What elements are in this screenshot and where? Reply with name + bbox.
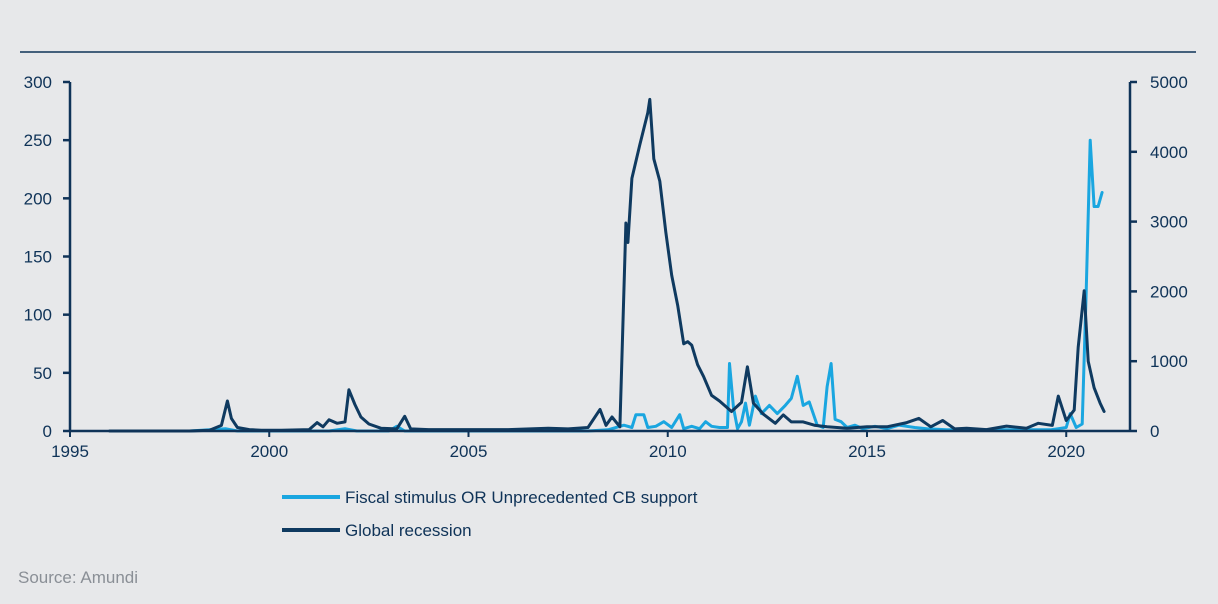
y-tick-label-right: 0 bbox=[1150, 422, 1159, 441]
series-line-recession bbox=[108, 97, 1106, 433]
legend-item-recession[interactable]: Global recession bbox=[282, 521, 472, 540]
x-tick-label: 2015 bbox=[848, 442, 886, 461]
y-tick-label-left: 300 bbox=[24, 73, 52, 92]
legend-label-fiscal: Fiscal stimulus OR Unprecedented CB supp… bbox=[345, 488, 698, 507]
y-tick-label-right: 1000 bbox=[1150, 352, 1188, 371]
legend: Fiscal stimulus OR Unprecedented CB supp… bbox=[282, 488, 698, 540]
source-note: Source: Amundi bbox=[18, 568, 138, 587]
y-tick-label-left: 150 bbox=[24, 248, 52, 267]
y-tick-label-right: 4000 bbox=[1150, 143, 1188, 162]
x-tick-label: 2020 bbox=[1047, 442, 1085, 461]
y-tick-label-right: 2000 bbox=[1150, 282, 1188, 301]
x-tick-label: 2010 bbox=[649, 442, 687, 461]
y-tick-label-left: 250 bbox=[24, 131, 52, 150]
series-layer bbox=[108, 97, 1106, 433]
axis-layer: 0501001502002503000100020003000400050001… bbox=[24, 73, 1188, 461]
x-tick-label: 2005 bbox=[450, 442, 488, 461]
x-tick-label: 2000 bbox=[250, 442, 288, 461]
y-tick-label-right: 5000 bbox=[1150, 73, 1188, 92]
y-tick-label-left: 200 bbox=[24, 189, 52, 208]
legend-label-recession: Global recession bbox=[345, 521, 472, 540]
legend-item-fiscal[interactable]: Fiscal stimulus OR Unprecedented CB supp… bbox=[282, 488, 698, 507]
y-tick-label-left: 100 bbox=[24, 306, 52, 325]
x-tick-label: 1995 bbox=[51, 442, 89, 461]
y-tick-label-left: 50 bbox=[33, 364, 52, 383]
y-tick-label-right: 3000 bbox=[1150, 213, 1188, 232]
y-tick-label-left: 0 bbox=[43, 422, 52, 441]
series-line-fiscal bbox=[108, 138, 1104, 433]
